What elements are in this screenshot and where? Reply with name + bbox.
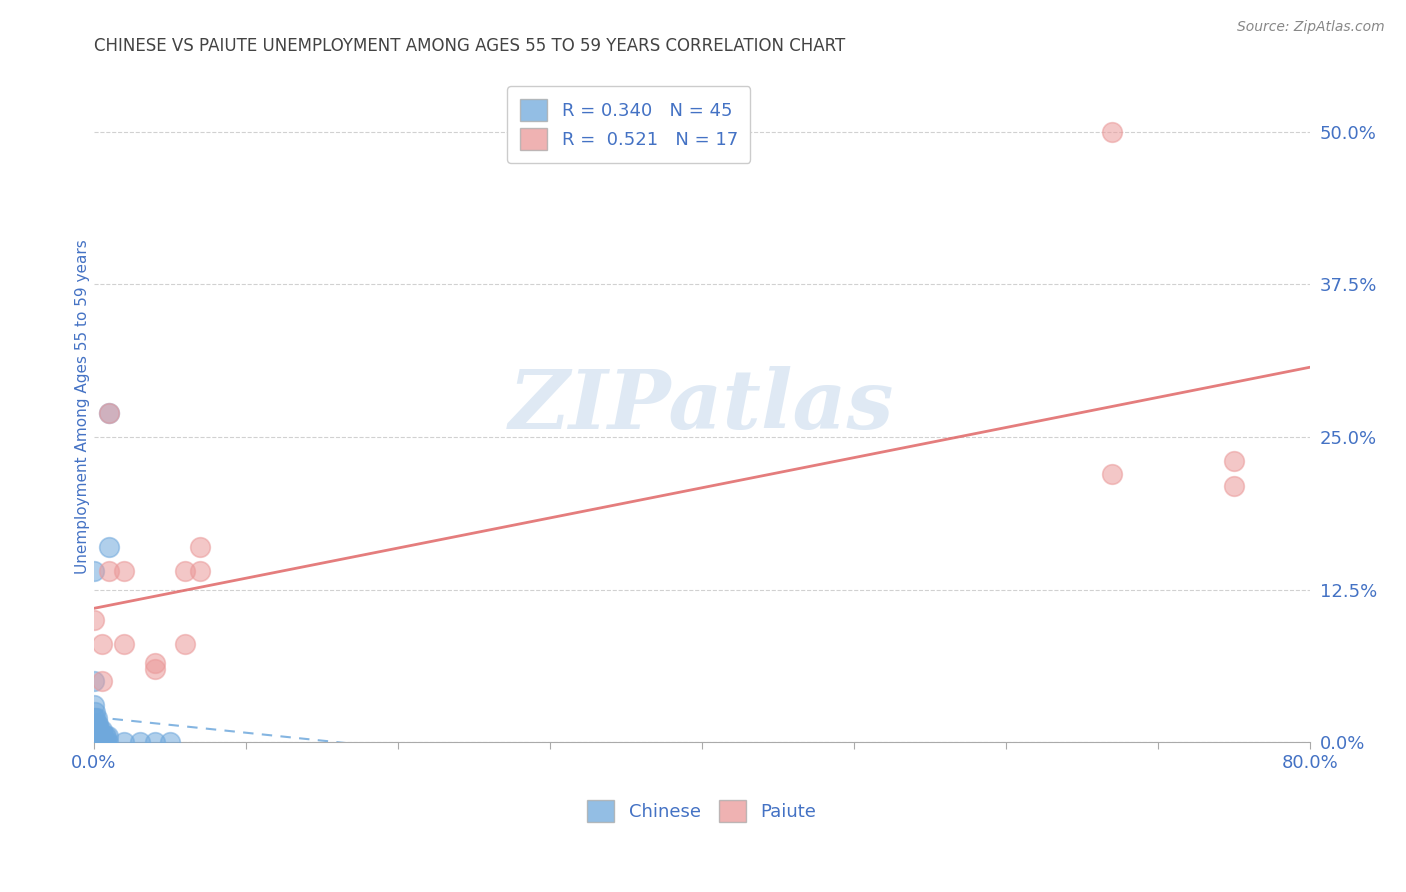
Point: [91, 729, 114, 743]
Point: [98, 540, 121, 554]
Point: [83, 729, 105, 743]
Point: [128, 735, 150, 749]
Point: [1101, 467, 1123, 481]
Point: [93, 735, 115, 749]
Point: [86, 723, 108, 737]
Point: [112, 637, 135, 651]
Point: [83, 674, 105, 689]
Point: [97, 735, 120, 749]
Point: [83, 735, 105, 749]
Point: [188, 540, 211, 554]
Point: [87, 735, 110, 749]
Point: [83, 723, 105, 737]
Point: [84, 705, 107, 719]
Point: [1101, 125, 1123, 139]
Point: [83, 564, 105, 578]
Point: [91, 735, 114, 749]
Point: [143, 735, 166, 749]
Point: [93, 729, 115, 743]
Point: [86, 729, 108, 743]
Point: [90, 735, 112, 749]
Point: [143, 662, 166, 676]
Point: [87, 723, 110, 737]
Point: [84, 735, 107, 749]
Point: [84, 723, 107, 737]
Point: [84, 729, 107, 743]
Point: [159, 735, 181, 749]
Point: [84, 711, 107, 725]
Point: [143, 656, 166, 670]
Point: [83, 613, 105, 627]
Point: [174, 637, 197, 651]
Point: [90, 637, 112, 651]
Point: [112, 735, 135, 749]
Point: [94, 729, 117, 743]
Legend: Chinese, Paiute: Chinese, Paiute: [578, 791, 825, 831]
Y-axis label: Unemployment Among Ages 55 to 59 years: Unemployment Among Ages 55 to 59 years: [76, 239, 90, 574]
Text: ZIPatlas: ZIPatlas: [509, 367, 894, 446]
Point: [98, 405, 121, 419]
Point: [83, 735, 105, 749]
Point: [83, 698, 105, 713]
Point: [98, 405, 121, 419]
Point: [94, 735, 117, 749]
Point: [89, 723, 111, 737]
Point: [98, 564, 121, 578]
Point: [83, 735, 105, 749]
Point: [87, 716, 110, 731]
Point: [89, 729, 111, 743]
Point: [87, 729, 110, 743]
Point: [86, 711, 108, 725]
Point: [84, 716, 107, 731]
Point: [90, 674, 112, 689]
Text: Source: ZipAtlas.com: Source: ZipAtlas.com: [1237, 20, 1385, 34]
Point: [1223, 454, 1246, 468]
Point: [90, 723, 112, 737]
Point: [83, 735, 105, 749]
Point: [86, 735, 108, 749]
Point: [1223, 479, 1246, 493]
Text: CHINESE VS PAIUTE UNEMPLOYMENT AMONG AGES 55 TO 59 YEARS CORRELATION CHART: CHINESE VS PAIUTE UNEMPLOYMENT AMONG AGE…: [94, 37, 845, 55]
Point: [83, 711, 105, 725]
Point: [97, 729, 120, 743]
Point: [89, 735, 111, 749]
Point: [90, 729, 112, 743]
Point: [174, 564, 197, 578]
Point: [86, 716, 108, 731]
Point: [112, 564, 135, 578]
Point: [188, 564, 211, 578]
